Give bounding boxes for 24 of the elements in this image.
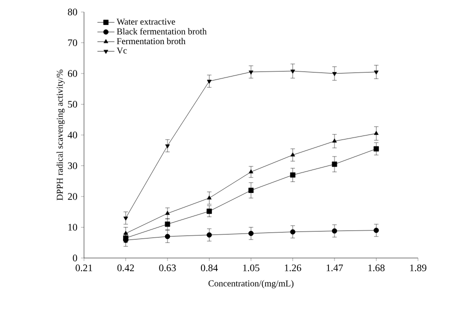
x-tick-label: 1.47 [326, 264, 343, 272]
x-tick-label: 1.68 [368, 264, 385, 272]
y-tick-label: 60 [68, 70, 78, 77]
x-tick-label: 1.26 [284, 264, 302, 272]
y-tick-label: 40 [68, 132, 78, 138]
y-tick-label: 80 [68, 8, 78, 16]
x-tick-label: 0.21 [76, 264, 92, 272]
x-tick-label: 1.05 [243, 264, 260, 272]
y-tick-label: 0 [72, 254, 78, 262]
legend-label: Black fermentation broth [116, 28, 207, 34]
y-tick-label: 70 [68, 39, 78, 46]
y-tick-label: 20 [68, 193, 78, 200]
x-axis-title: Concentration/(mg/mL) [208, 280, 294, 288]
y-tick-label: 10 [68, 224, 78, 231]
legend-label: Vc [116, 48, 127, 54]
x-tick-label: 0.63 [159, 264, 176, 272]
x-tick-label: 0.42 [117, 264, 134, 272]
legend-label: Water extractive [116, 18, 176, 25]
y-tick-label: 50 [68, 100, 78, 108]
legend-label: Fermentation broth [116, 38, 186, 44]
x-tick-label: 1.89 [410, 264, 426, 272]
y-tick-label: 30 [68, 162, 78, 170]
y-axis-title: DPPH radical scavenging activity/% [56, 70, 65, 200]
x-tick-label: 0.84 [200, 264, 218, 272]
